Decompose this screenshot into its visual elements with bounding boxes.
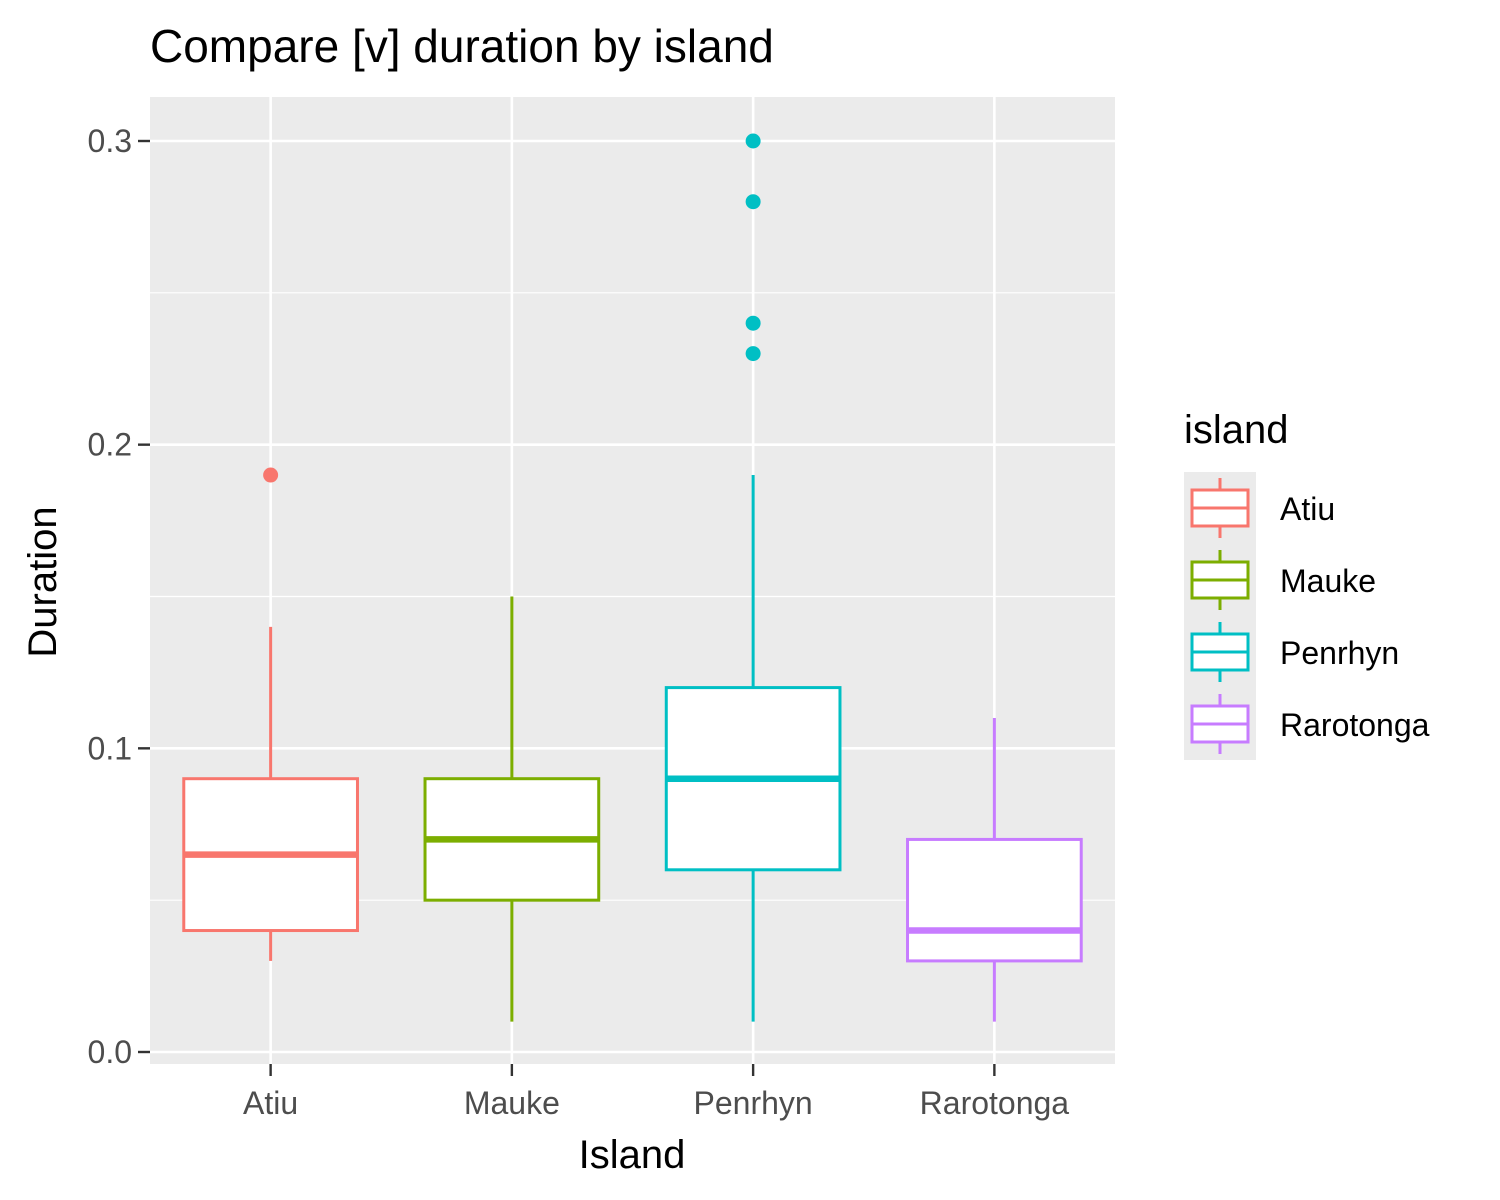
- y-tick-label: 0.3: [88, 123, 132, 159]
- x-tick-label: Penrhyn: [694, 1085, 813, 1121]
- x-tick-label: Mauke: [464, 1085, 560, 1121]
- legend-label: Penrhyn: [1280, 635, 1399, 671]
- legend-item-atiu: Atiu: [1184, 472, 1335, 544]
- outlier-point: [745, 315, 761, 331]
- legend-item-penrhyn: Penrhyn: [1184, 616, 1399, 688]
- box-body: [906, 837, 1083, 963]
- y-tick-label: 0.0: [88, 1034, 132, 1070]
- box-mauke: [423, 596, 601, 1022]
- legend-label: Atiu: [1280, 491, 1335, 527]
- legend: Atiu Mauke Penrhyn Rarotonga: [1184, 472, 1430, 760]
- legend-title: island: [1184, 408, 1289, 452]
- box-rarotonga: [906, 717, 1083, 1022]
- y-tick-label: 0.1: [88, 730, 132, 766]
- legend-item-mauke: Mauke: [1184, 544, 1376, 616]
- x-axis: Atiu Mauke Penrhyn Rarotonga: [243, 1064, 1069, 1121]
- x-tick-label: Rarotonga: [920, 1085, 1070, 1121]
- boxes: [182, 133, 1083, 1022]
- outlier-point: [745, 133, 761, 149]
- legend-label: Rarotonga: [1280, 707, 1430, 743]
- x-tick-label: Atiu: [243, 1085, 298, 1121]
- box-penrhyn: [664, 133, 842, 1022]
- legend-label: Mauke: [1280, 563, 1376, 599]
- legend-item-rarotonga: Rarotonga: [1184, 688, 1430, 760]
- y-tick-label: 0.2: [88, 427, 132, 463]
- outlier-point: [745, 346, 761, 362]
- outlier-point: [263, 467, 279, 483]
- chart-title: Compare [v] duration by island: [150, 20, 774, 72]
- y-axis-title: Duration: [21, 506, 65, 657]
- y-axis: 0.0 0.1 0.2 0.3: [88, 123, 150, 1070]
- box-atiu: [182, 467, 359, 961]
- x-axis-title: Island: [579, 1133, 686, 1177]
- outlier-point: [745, 194, 761, 210]
